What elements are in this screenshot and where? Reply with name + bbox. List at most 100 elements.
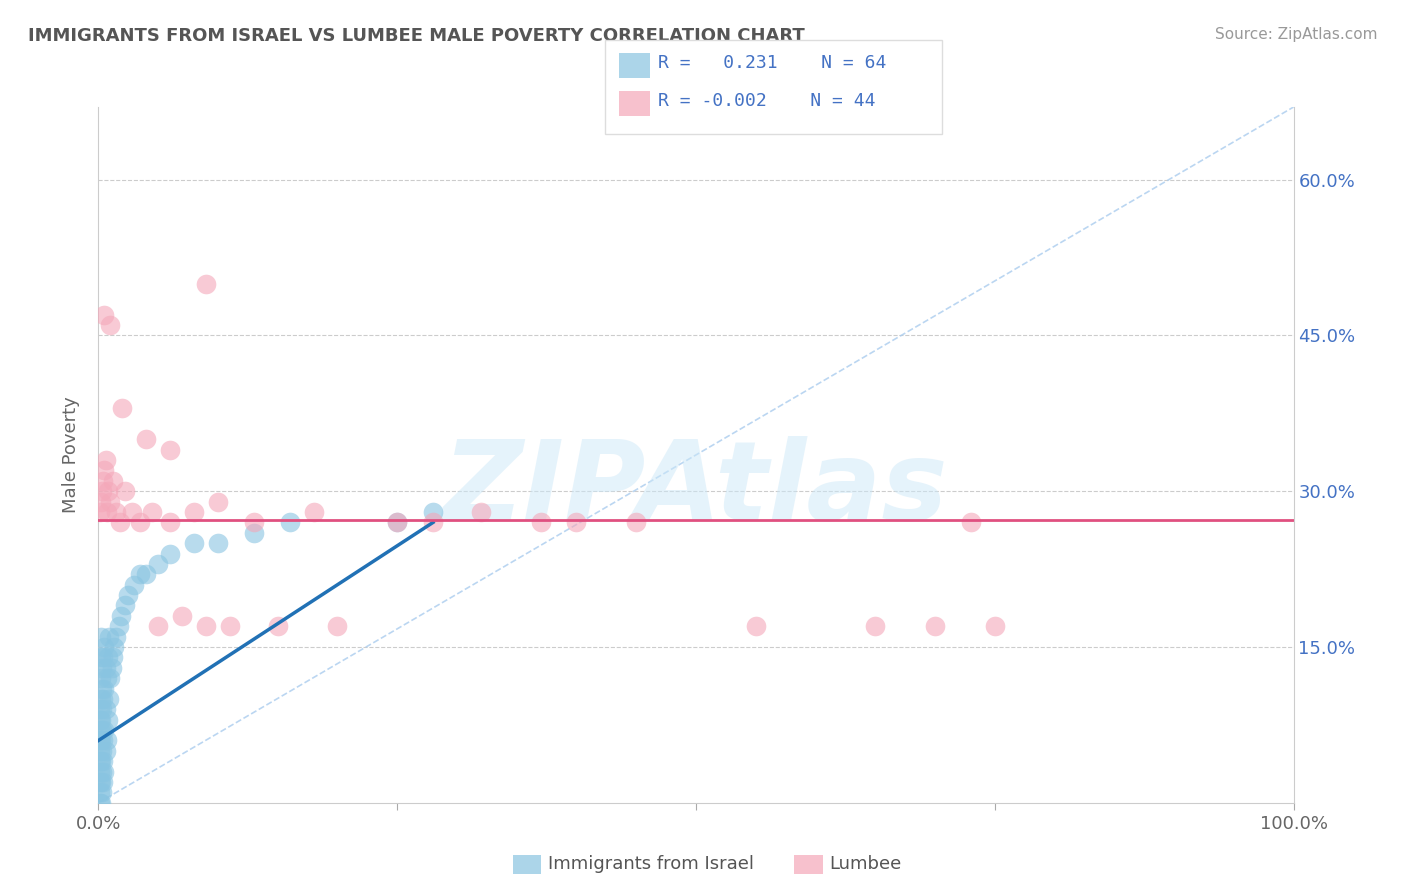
Point [98, 318, 122, 332]
Point [96, 505, 118, 519]
Point [110, 608, 132, 623]
Point [172, 608, 194, 623]
Point [89, 744, 111, 758]
Point [90, 671, 112, 685]
Text: Immigrants from Israel: Immigrants from Israel [548, 855, 755, 873]
Point [89, 505, 111, 519]
Point [89, 764, 111, 779]
Point [422, 505, 444, 519]
Point [94, 744, 117, 758]
Point [101, 474, 124, 488]
Point [97, 650, 120, 665]
Point [93, 640, 115, 654]
Point [105, 630, 128, 644]
Point [745, 619, 768, 633]
Point [243, 525, 266, 540]
Point [101, 650, 124, 665]
Point [96, 671, 118, 685]
Point [94, 702, 117, 716]
Point [90, 733, 112, 747]
Point [89, 733, 111, 747]
Point [89, 754, 111, 768]
Point [97, 484, 120, 499]
Text: Lumbee: Lumbee [830, 855, 901, 873]
Point [91, 733, 114, 747]
Point [90, 630, 112, 644]
Point [91, 785, 114, 799]
Point [470, 505, 492, 519]
Text: R = -0.002    N = 44: R = -0.002 N = 44 [658, 92, 876, 110]
Point [124, 578, 146, 592]
Point [90, 775, 112, 789]
Point [326, 619, 349, 633]
Point [91, 754, 114, 768]
Point [94, 661, 117, 675]
Point [89, 713, 111, 727]
Point [114, 484, 136, 499]
Point [98, 671, 122, 685]
Point [159, 547, 181, 561]
Point [90, 692, 112, 706]
Point [183, 536, 205, 550]
Point [91, 474, 114, 488]
Point [91, 650, 114, 665]
Point [207, 536, 229, 550]
Point [278, 516, 301, 530]
Point [924, 619, 946, 633]
Point [94, 453, 117, 467]
Point [148, 619, 170, 633]
Point [422, 516, 444, 530]
Point [89, 702, 111, 716]
Point [114, 599, 136, 613]
Point [90, 494, 112, 508]
Point [243, 516, 266, 530]
Point [89, 796, 111, 810]
Point [89, 723, 111, 738]
Point [111, 401, 134, 416]
Point [135, 567, 157, 582]
Point [385, 516, 409, 530]
Point [91, 681, 114, 696]
Point [129, 516, 152, 530]
Point [90, 796, 112, 810]
Point [91, 723, 114, 738]
Point [93, 764, 115, 779]
Point [267, 619, 290, 633]
Point [90, 713, 112, 727]
Point [91, 775, 114, 789]
Point [91, 484, 114, 499]
Text: IMMIGRANTS FROM ISRAEL VS LUMBEE MALE POVERTY CORRELATION CHART: IMMIGRANTS FROM ISRAEL VS LUMBEE MALE PO… [28, 27, 804, 45]
Point [108, 516, 131, 530]
Point [93, 463, 115, 477]
Point [98, 494, 122, 508]
Point [626, 516, 648, 530]
Point [159, 442, 181, 457]
Point [96, 733, 118, 747]
Point [565, 516, 588, 530]
Text: ZIPAtlas: ZIPAtlas [443, 436, 949, 543]
Point [91, 692, 114, 706]
Point [100, 661, 122, 675]
Point [195, 277, 218, 291]
Point [207, 494, 229, 508]
Y-axis label: Male Poverty: Male Poverty [62, 397, 80, 513]
Point [984, 619, 1007, 633]
Point [183, 505, 205, 519]
Point [135, 433, 157, 447]
Point [530, 516, 553, 530]
Point [98, 692, 121, 706]
Point [93, 681, 115, 696]
Point [302, 505, 325, 519]
Point [121, 505, 143, 519]
Point [141, 505, 163, 519]
Point [107, 619, 129, 633]
Point [105, 505, 128, 519]
Point [103, 640, 125, 654]
Point [219, 619, 242, 633]
Point [91, 744, 114, 758]
Point [98, 630, 121, 644]
Point [89, 775, 111, 789]
Point [90, 754, 112, 768]
Point [385, 516, 409, 530]
Point [90, 650, 112, 665]
